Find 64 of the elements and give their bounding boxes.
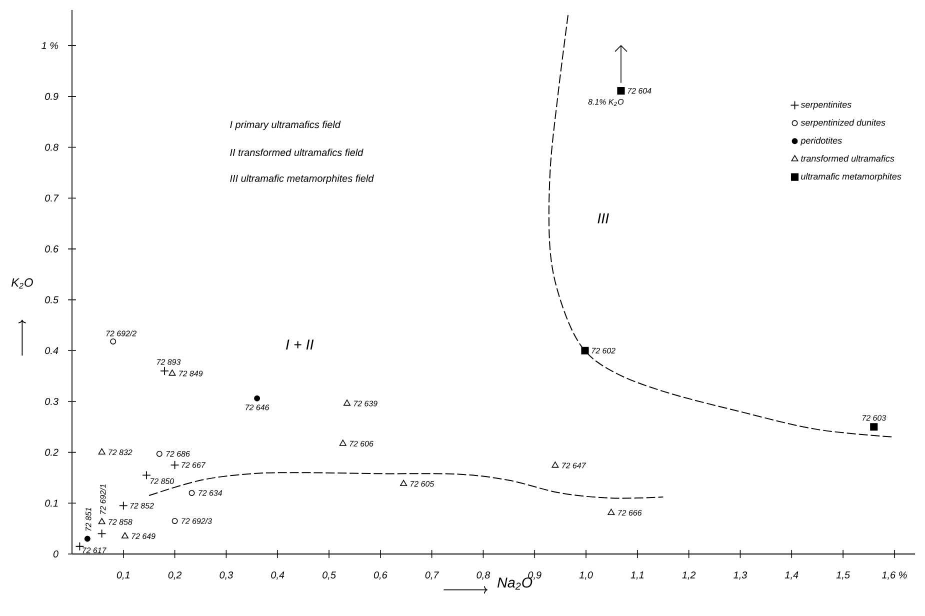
point [581,346,589,354]
y-tick-label: 0.1 [45,500,58,507]
annotation: I primary ultramafics field [230,120,341,130]
x-tick-label: 0,2 [168,571,182,580]
point [172,518,178,524]
point [98,448,106,455]
x-tick-label: 0,4 [271,571,284,580]
legend-label: ultramafic metamorphites [801,173,902,182]
point [170,460,180,470]
legend-label: transformed ultramafics [801,155,894,162]
point [110,338,116,344]
x-tick-label: 1,6 % [882,571,907,580]
x-tick-label: 0,9 [528,571,542,580]
x-tick-label: 0,5 [322,571,336,580]
x-tick-label: 1,5 [836,571,850,580]
annotation: I + II [286,340,314,350]
x-tick-label: 0,3 [220,571,234,580]
x-tick-label: 0,6 [374,571,388,580]
legend-label: peridotites [800,137,842,146]
x-tick-label: 1,2 [682,571,696,580]
point [339,440,346,446]
point [160,366,169,376]
y-tick-label: 0.9 [45,92,58,100]
point [75,542,84,551]
y-tick-label: 0.5 [45,296,59,304]
point [400,480,408,486]
point [118,501,128,510]
point [98,518,106,524]
y-tick-label: 1 % [42,42,58,50]
y-tick-label: 0.4 [45,347,58,354]
y-tick-label: 0.6 [45,245,59,252]
y-tick-label: 0.7 [45,194,59,202]
point [168,370,176,376]
y-tick-label: 0.2 [45,448,58,456]
point [344,400,351,406]
y-tick-label: 0 [53,550,58,558]
point [552,462,559,468]
x-tick-label: 1,1 [630,571,644,580]
y-tick-label: 0.8 [45,144,58,151]
point [254,395,260,402]
annotation: III [598,213,609,224]
x-tick-label: 0,7 [425,571,440,580]
annotation: III ultramafic metamorphites field [230,174,374,184]
point [84,536,90,542]
point [156,450,162,457]
y-tick-label: 0.3 [45,398,58,405]
point [97,529,106,538]
x-tick-label: 1,3 [734,571,748,580]
x-axis-title: Na$_{2}$O [497,577,532,590]
legend-label: serpentinites [800,101,852,110]
x-tick-label: 0,8 [476,571,490,580]
point [617,87,625,95]
point [121,532,128,538]
line-series [148,472,664,499]
point [608,508,615,516]
point [870,423,878,431]
y-axis-title: K$_{2}$O [11,278,33,288]
x-tick-label: 0,1 [116,571,130,580]
legend-label: serpentinized dunites [800,119,886,128]
x-tick-label: 1,0 [579,571,593,580]
point [188,490,195,496]
annotation: II transformed ultramafics field [230,148,364,156]
x-tick-label: 1,4 [784,571,798,580]
point [142,470,151,480]
